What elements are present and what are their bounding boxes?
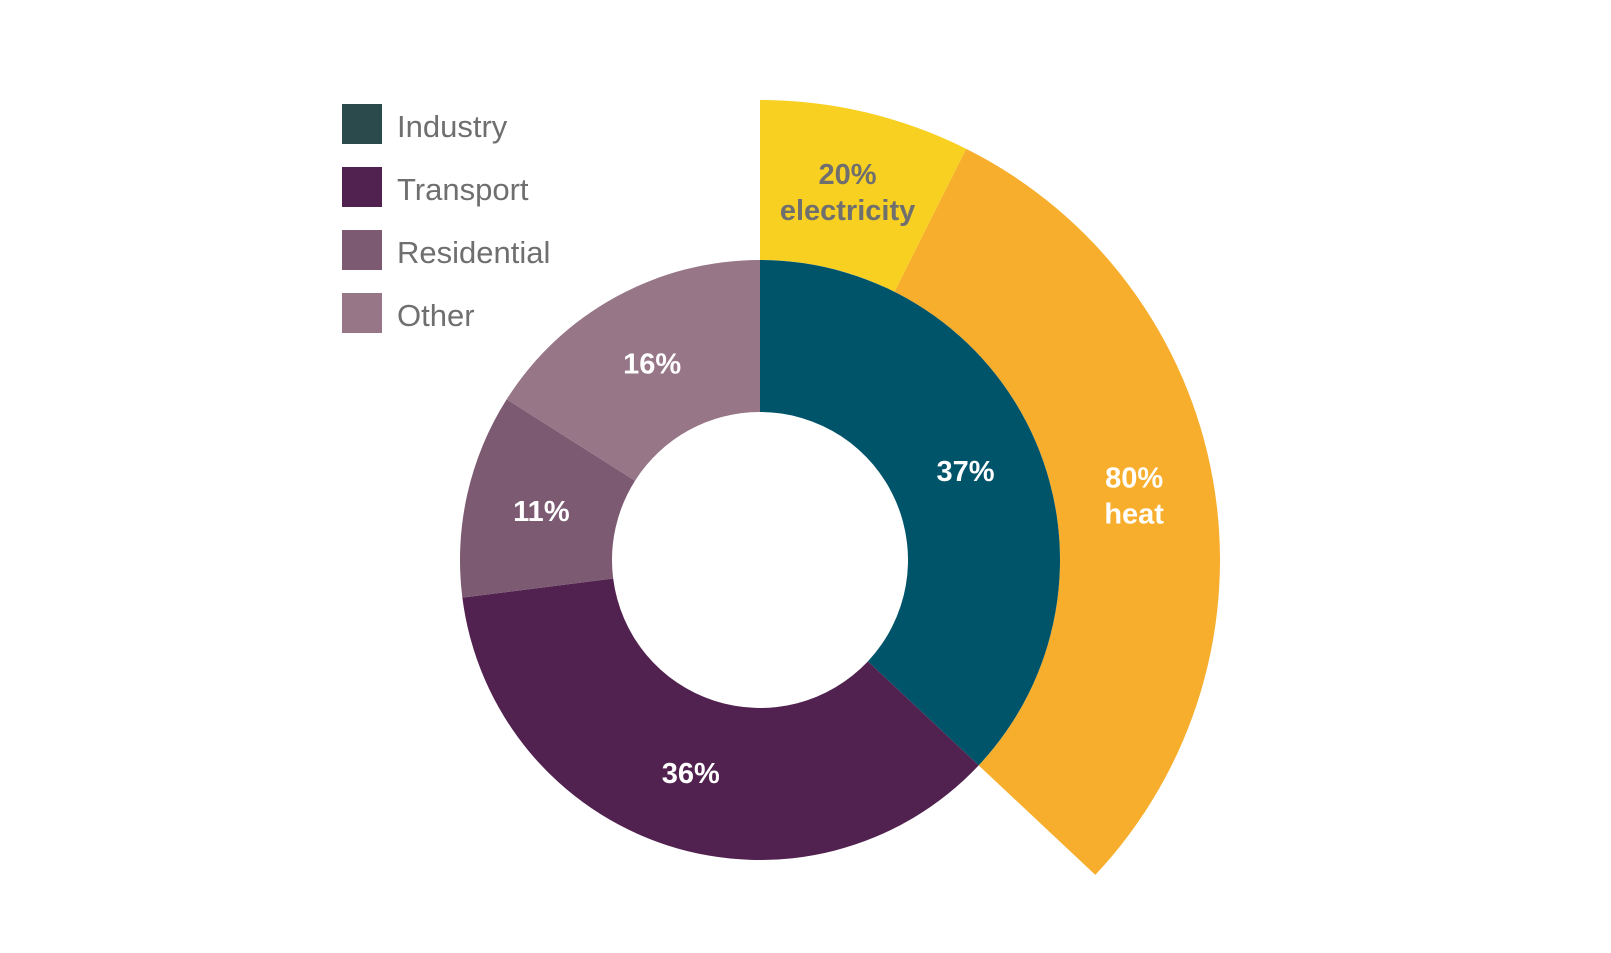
slice-label-residential: 11% (513, 496, 570, 528)
legend-swatch-industry (342, 104, 382, 144)
legend-item-other: Other (342, 293, 475, 333)
slice-labels: 37% 36% 11% 16% 20% electricity 80% heat (513, 159, 1164, 790)
slice-transport (462, 578, 979, 860)
legend-swatch-residential (342, 230, 382, 270)
legend-item-industry: Industry (342, 104, 508, 144)
outer-label-value-electricity: 20% (819, 159, 877, 191)
legend-swatch-transport (342, 167, 382, 207)
slice-label-other: 16% (623, 349, 681, 381)
legend-item-residential: Residential (342, 230, 550, 270)
legend-label-other: Other (397, 298, 475, 333)
outer-label-name-electricity: electricity (780, 195, 915, 227)
outer-label-value-heat: 80% (1105, 462, 1163, 494)
inner-donut-ring (460, 260, 1061, 860)
slice-label-transport: 36% (662, 758, 720, 790)
legend-label-transport: Transport (397, 172, 529, 207)
outer-slice-electricity (760, 100, 967, 292)
slice-residential (460, 399, 636, 598)
slice-industry (760, 260, 1061, 766)
legend-swatch-other (342, 293, 382, 333)
legend: Industry Transport Residential Other (342, 104, 550, 333)
outer-slice-heat (894, 148, 1220, 875)
legend-item-transport: Transport (342, 167, 529, 207)
outer-label-name-heat: heat (1104, 498, 1164, 530)
slice-label-industry: 37% (937, 456, 995, 488)
legend-label-residential: Residential (397, 235, 550, 270)
outer-breakdown-ring (760, 100, 1220, 875)
slice-other (506, 260, 760, 481)
legend-label-industry: Industry (397, 109, 508, 144)
